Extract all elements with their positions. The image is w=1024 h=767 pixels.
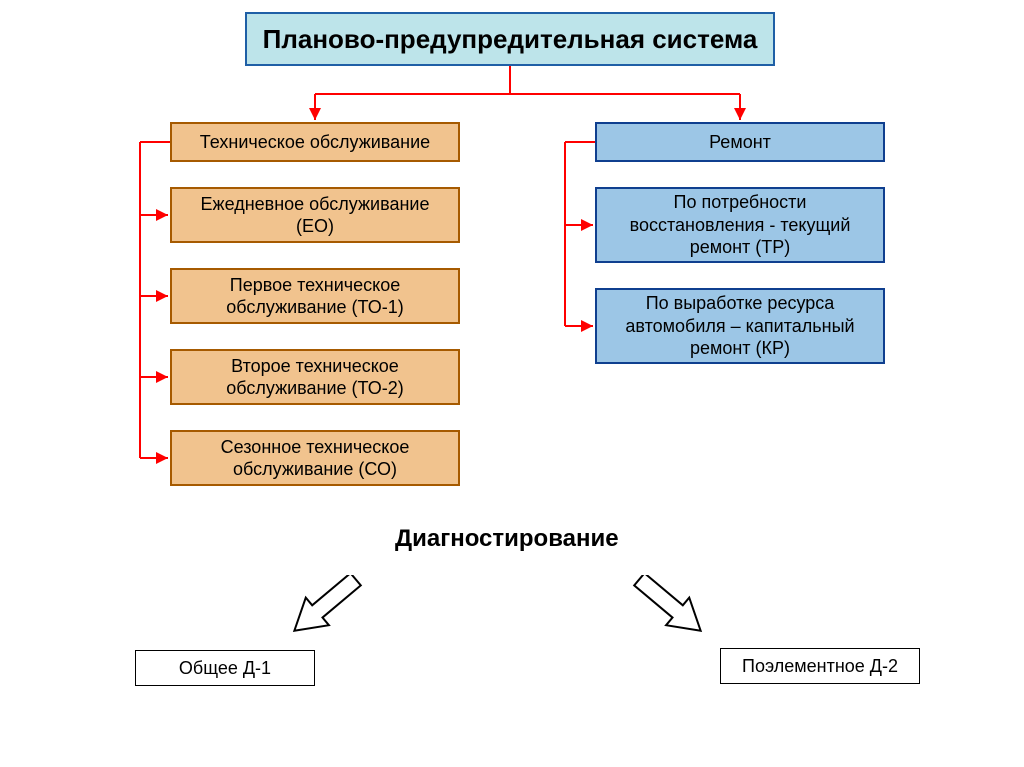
diagnostics-label: Диагностирование [395, 525, 619, 553]
right-item: По выработке ресурса автомобиля – капита… [595, 288, 885, 364]
bottom-left-text: Общее Д-1 [179, 657, 271, 680]
block-arrow-left [265, 575, 385, 635]
bottom-left-box: Общее Д-1 [135, 650, 315, 686]
bottom-right-box: Поэлементное Д-2 [720, 648, 920, 684]
left-item: Первое техническое обслуживание (ТО-1) [170, 268, 460, 324]
left-item: Ежедневное обслуживание (ЕО) [170, 187, 460, 243]
diagnostics-label-text: Диагностирование [395, 525, 619, 552]
right-header: Ремонт [595, 122, 885, 162]
title-box: Планово-предупредительная система [245, 12, 775, 66]
title-text: Планово-предупредительная система [263, 23, 758, 56]
left-item-text: Ежедневное обслуживание (ЕО) [180, 193, 450, 238]
block-arrow-right [610, 575, 730, 635]
left-header-text: Техническое обслуживание [200, 131, 430, 154]
left-item-text: Первое техническое обслуживание (ТО-1) [180, 274, 450, 319]
right-item-text: По выработке ресурса автомобиля – капита… [605, 292, 875, 360]
left-header: Техническое обслуживание [170, 122, 460, 162]
right-item-text: По потребности восстановления - текущий … [605, 191, 875, 259]
left-item-text: Сезонное техническое обслуживание (СО) [180, 436, 450, 481]
left-item-text: Второе техническое обслуживание (ТО-2) [180, 355, 450, 400]
left-item: Сезонное техническое обслуживание (СО) [170, 430, 460, 486]
left-item: Второе техническое обслуживание (ТО-2) [170, 349, 460, 405]
right-header-text: Ремонт [709, 131, 771, 154]
right-item: По потребности восстановления - текущий … [595, 187, 885, 263]
bottom-right-text: Поэлементное Д-2 [742, 655, 898, 678]
